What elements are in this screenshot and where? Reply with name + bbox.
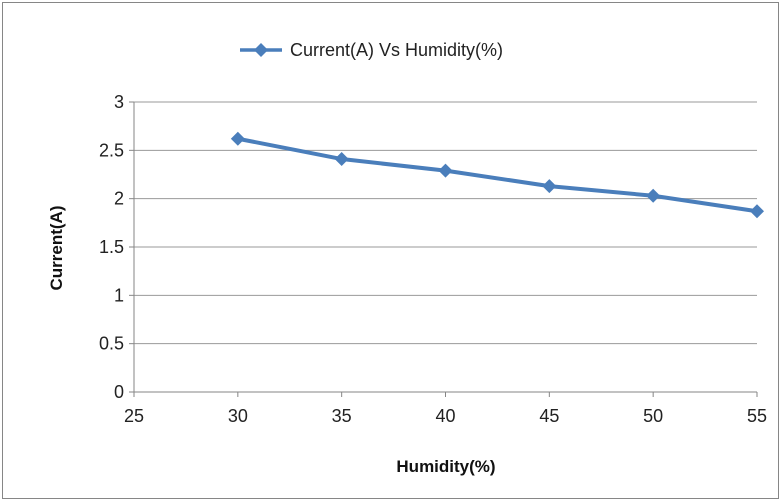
y-tick-label-0: 0 bbox=[114, 382, 124, 402]
x-axis-title: Humidity(%) bbox=[396, 457, 495, 476]
axes bbox=[129, 101, 758, 397]
gridlines bbox=[134, 101, 757, 345]
y-tick-labels: 0 0.5 1 1.5 2 2.5 3 bbox=[99, 92, 124, 402]
y-tick-label-4: 2 bbox=[114, 189, 124, 209]
data-point-0-4 bbox=[646, 188, 661, 203]
data-point-0-5 bbox=[750, 204, 764, 219]
x-tick-label-0: 25 bbox=[124, 406, 144, 426]
legend-diamond-marker bbox=[254, 43, 268, 57]
data-point-0-1 bbox=[334, 152, 349, 167]
y-axis-title: Current(A) bbox=[47, 206, 66, 291]
x-tick-labels: 25 30 35 40 45 50 55 bbox=[124, 406, 767, 426]
x-tick-label-3: 40 bbox=[435, 406, 455, 426]
y-tick-label-1: 0.5 bbox=[99, 334, 124, 354]
y-tick-label-5: 2.5 bbox=[99, 140, 124, 160]
y-tick-label-3: 1.5 bbox=[99, 237, 124, 257]
series-group bbox=[230, 131, 764, 219]
legend-label: Current(A) Vs Humidity(%) bbox=[290, 40, 503, 60]
y-tick-label-6: 3 bbox=[114, 92, 124, 112]
x-tick-label-6: 55 bbox=[747, 406, 767, 426]
data-point-0-2 bbox=[438, 163, 453, 178]
x-tick-label-4: 45 bbox=[539, 406, 559, 426]
x-tick-label-2: 35 bbox=[332, 406, 352, 426]
data-point-0-3 bbox=[542, 179, 557, 194]
data-point-0-0 bbox=[230, 131, 245, 146]
series-line-0 bbox=[237, 136, 758, 214]
legend: Current(A) Vs Humidity(%) bbox=[240, 40, 503, 60]
x-tick-label-5: 50 bbox=[643, 406, 663, 426]
y-tick-label-2: 1 bbox=[114, 285, 124, 305]
x-tick-label-1: 30 bbox=[228, 406, 248, 426]
